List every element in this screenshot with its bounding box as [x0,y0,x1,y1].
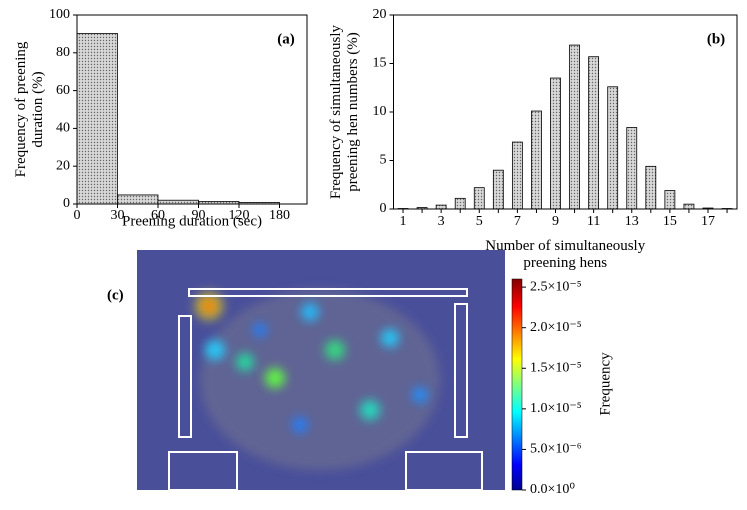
y-tick-label: 15 [373,56,387,71]
photo [137,250,505,490]
bar [627,128,637,209]
bar [493,170,503,209]
colorbar-tick-label: 5.0×10⁻⁶ [530,442,582,457]
colorbar-label: Frequency [597,352,613,416]
bar [531,111,541,209]
x-tick-label: 1 [400,214,407,229]
y-tick-label: 20 [56,158,70,173]
y-tick-label: 10 [373,104,387,119]
y-tick-label: 20 [373,7,387,22]
bar [512,142,522,209]
x-tick-label: 9 [552,214,559,229]
bar [684,204,694,209]
x-tick-label: 11 [587,214,600,229]
colorbar-tick-label: 0.0×10⁰ [530,482,575,497]
bar [474,188,484,209]
colorbar-tick-label: 1.0×10⁻⁵ [530,401,582,416]
x-tick-label: 7 [514,214,521,229]
x-tick-label: 13 [625,214,639,229]
panel-label: (c) [107,287,124,303]
x-tick-label: 0 [74,208,81,223]
panel-label: (a) [277,31,295,47]
axes-frame [394,15,738,209]
x-tick-label: 5 [476,214,483,229]
x-axis-label: preening hens [523,255,607,271]
y-tick-label: 80 [56,45,70,60]
y-axis-label: Frequency of simultaneously [328,24,344,199]
y-axis-label: duration (%) [30,71,46,147]
x-axis-label: Number of simultaneously [485,238,645,254]
colorbar-tick-label: 1.5×10⁻⁵ [530,360,582,375]
y-tick-label: 0 [63,196,70,211]
bar [118,195,159,204]
bar [608,87,618,209]
colorbar-tick-label: 2.5×10⁻⁵ [530,279,582,294]
bar [436,205,446,209]
y-tick-label: 100 [49,7,70,22]
bar [589,57,599,209]
bar [158,200,199,204]
y-tick-label: 60 [56,83,70,98]
y-tick-label: 0 [380,201,387,216]
colorbar-tick-label: 2.0×10⁻⁵ [530,320,582,335]
y-tick-label: 40 [56,121,70,136]
bar [77,34,118,204]
colorbar [512,279,522,490]
bar [551,78,561,209]
bar [455,198,465,209]
bar [570,45,580,209]
y-axis-label: Frequency of preening [13,41,29,177]
x-tick-label: 180 [269,208,290,223]
x-axis-label: Preening duration (sec) [122,213,262,229]
panel-label: (b) [707,31,725,47]
y-tick-label: 5 [380,153,387,168]
x-tick-label: 17 [701,214,715,229]
x-tick-label: 3 [438,214,445,229]
bar [646,166,656,209]
y-axis-label: preening hen numbers (%) [345,32,361,192]
bar [665,191,675,209]
x-tick-label: 15 [663,214,677,229]
